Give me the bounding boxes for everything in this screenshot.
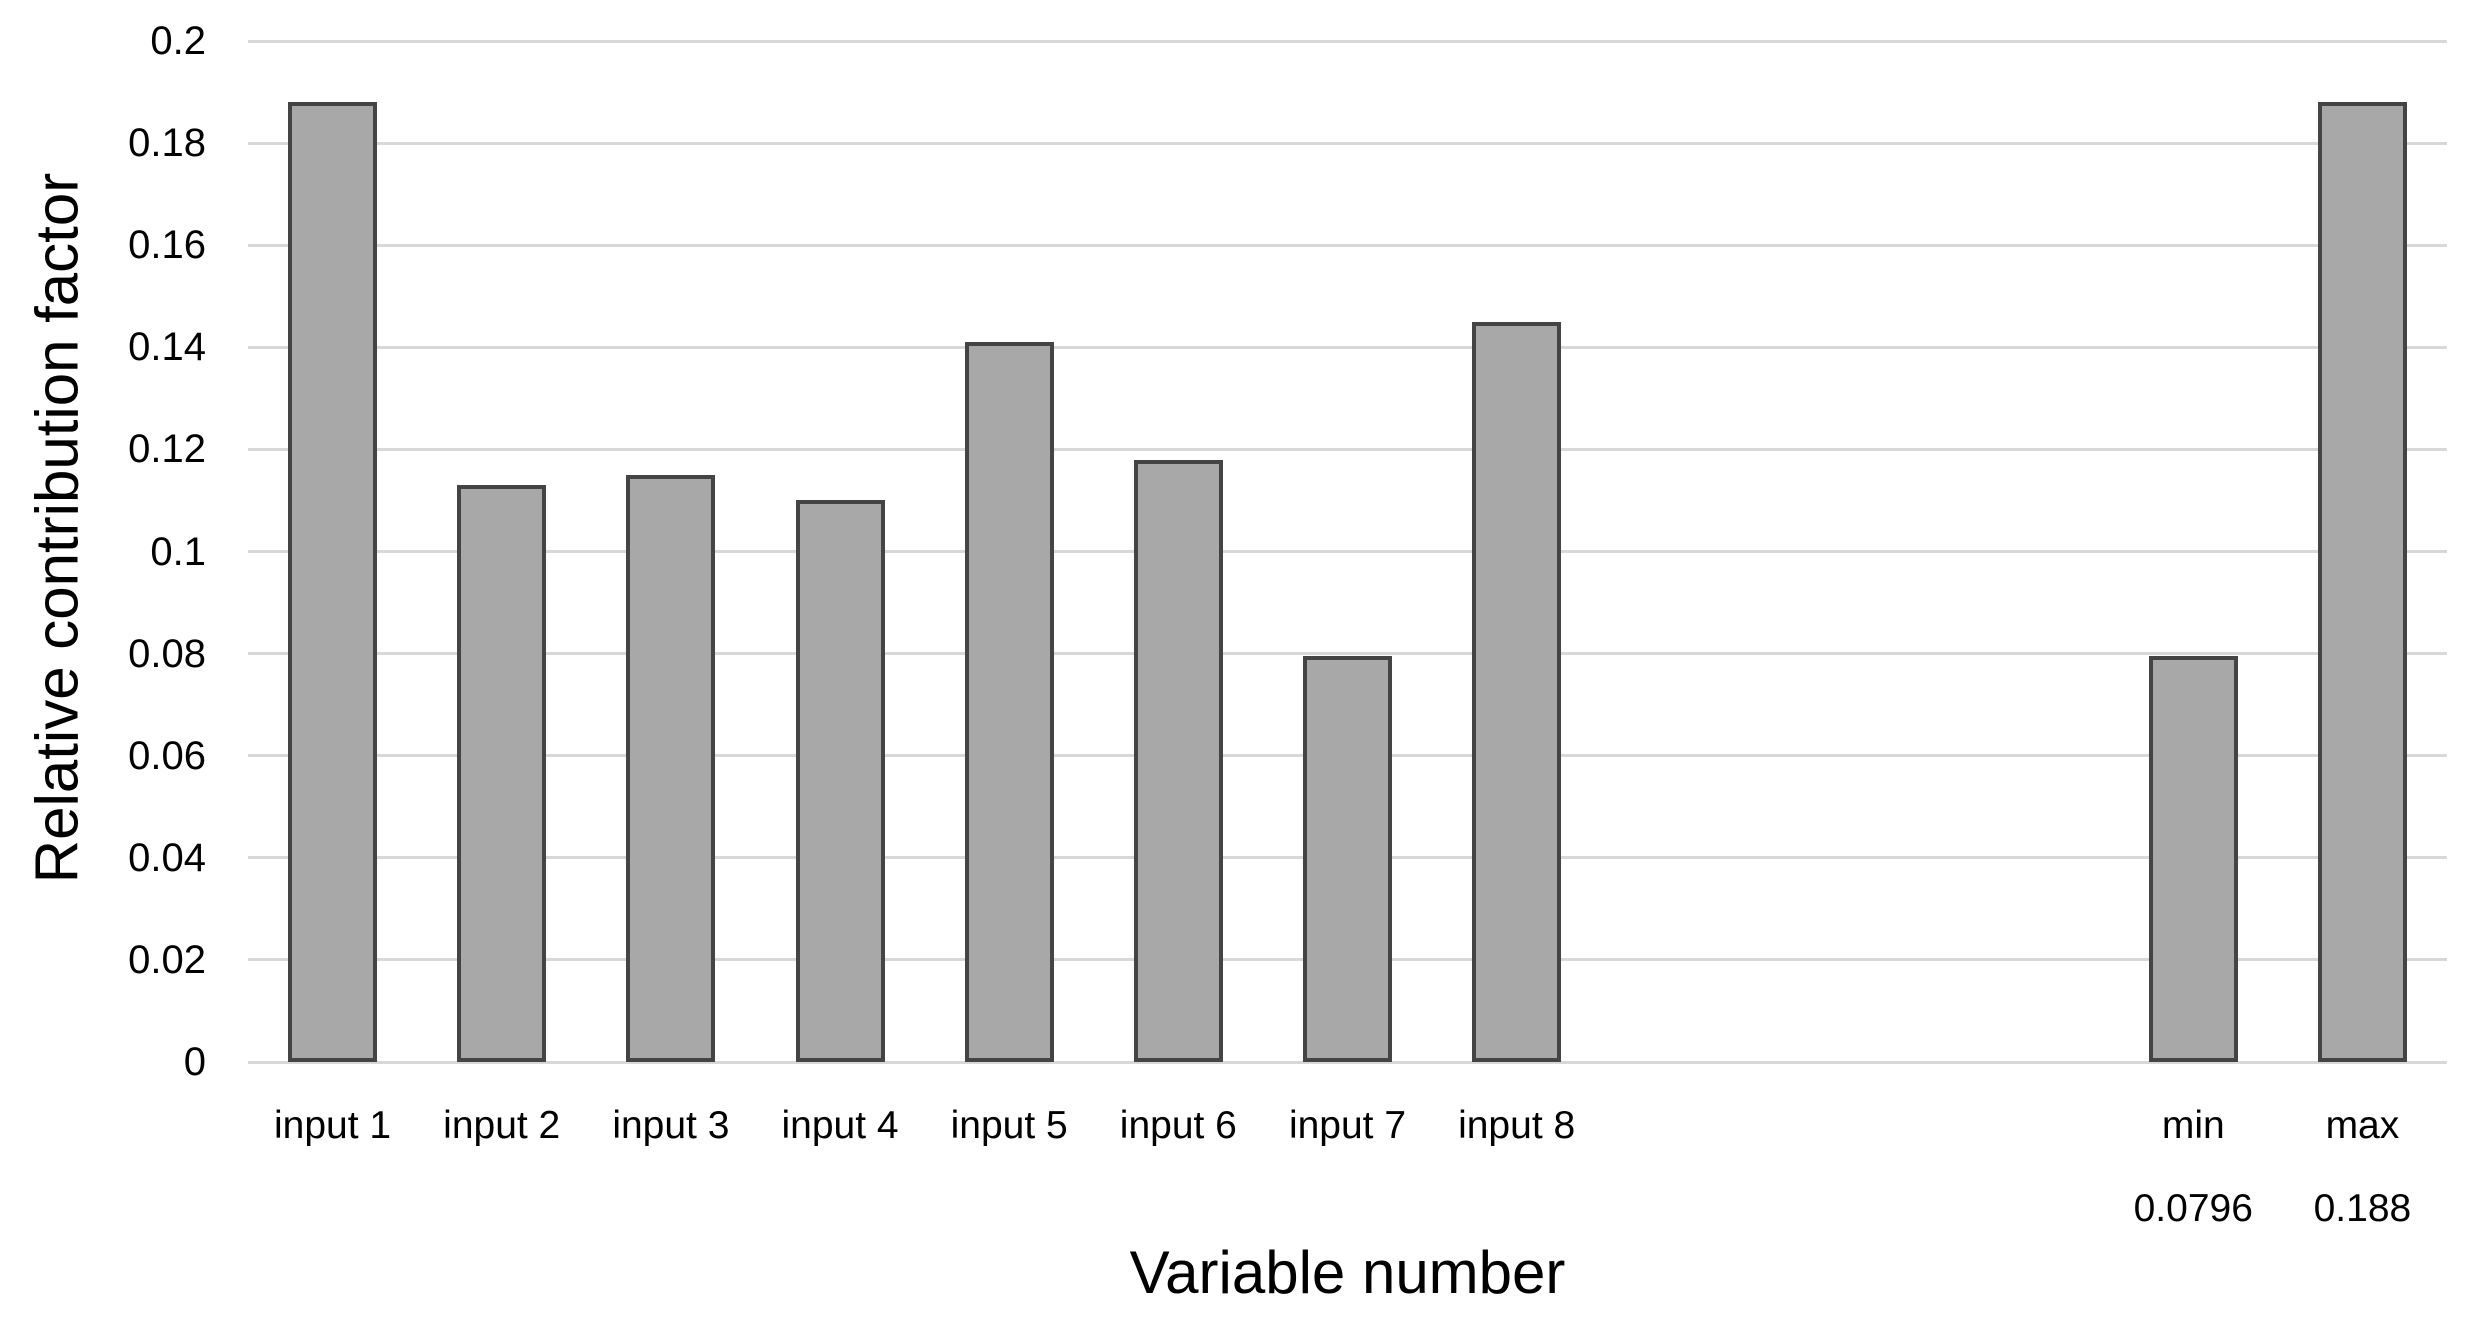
category-label-input-3: input 3	[612, 1104, 730, 1147]
gridline	[248, 243, 2447, 247]
category-value-label-max: 0.188	[2313, 1187, 2412, 1230]
bar-max	[2317, 102, 2407, 1062]
y-tick-label: 0.06	[128, 733, 206, 778]
bar-input-7	[1303, 656, 1392, 1062]
bar-input-8	[1472, 322, 1562, 1062]
gridline	[248, 550, 2447, 553]
category-label-input-1: input 1	[274, 1104, 392, 1147]
y-tick-label: 0.1	[150, 529, 206, 574]
plot-area	[248, 39, 2447, 1064]
y-tick-label: 0.16	[128, 223, 206, 268]
bar-input-4	[795, 500, 885, 1062]
bar-input-3	[626, 475, 716, 1062]
bar-min	[2148, 656, 2238, 1062]
x-axis-title: Variable number	[1129, 1239, 1566, 1306]
y-tick-label: 0.2	[150, 19, 206, 63]
category-label-input-4: input 4	[781, 1104, 899, 1147]
category-label-input-2: input 2	[443, 1104, 561, 1147]
gridline	[248, 39, 2447, 43]
y-tick-label: 0.02	[128, 937, 206, 982]
category-label-input-6: input 6	[1119, 1104, 1237, 1147]
y-tick-label: 0.08	[128, 631, 206, 676]
y-tick-label: 0.18	[128, 121, 206, 166]
bar-input-2	[457, 485, 547, 1062]
gridline	[248, 141, 2447, 145]
y-tick-label: 0.14	[128, 325, 206, 370]
gridline	[248, 447, 2447, 451]
category-value-label-min: 0.0796	[2133, 1187, 2253, 1230]
bar-input-5	[964, 342, 1054, 1062]
y-tick-label: 0	[183, 1040, 206, 1084]
category-label-input-7: input 7	[1288, 1104, 1407, 1147]
gridline	[248, 652, 2447, 656]
category-label-min: min	[2161, 1104, 2225, 1147]
y-tick-label: 0.12	[128, 427, 206, 472]
gridline	[248, 345, 2447, 349]
gridline	[248, 1060, 2447, 1064]
category-label-max: max	[2325, 1104, 2400, 1147]
category-label-input-5: input 5	[950, 1104, 1068, 1147]
bar-input-1	[288, 102, 378, 1062]
bar-input-6	[1133, 460, 1223, 1062]
category-label-input-8: input 8	[1458, 1104, 1576, 1147]
y-tick-label: 0.04	[128, 835, 206, 880]
